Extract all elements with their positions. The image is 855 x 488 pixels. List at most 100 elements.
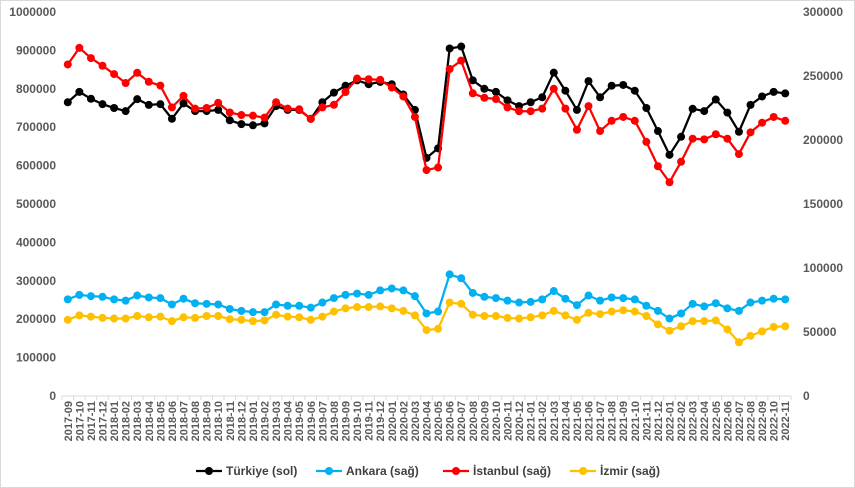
data-point-i-stanbul-sağ (711, 130, 720, 139)
x-tick-label: 2020-03 (410, 401, 422, 441)
data-point-i-stanbul-sağ (202, 104, 211, 112)
data-point-i-zmir-sağ (491, 312, 500, 320)
x-tick-label: 2017-12 (98, 401, 110, 441)
data-point-i-stanbul-sağ (306, 114, 315, 123)
data-point-i-zmir-sağ (410, 311, 419, 320)
x-tick-label: 2019-02 (260, 401, 272, 441)
x-tick-label: 2020-08 (468, 401, 480, 441)
legend-label: Türkiye (sol) (226, 464, 297, 478)
data-point-i-stanbul-sağ (515, 107, 524, 116)
data-point-türkiye-sol (503, 96, 512, 105)
data-point-türkiye-sol (584, 77, 593, 86)
data-point-i-zmir-sağ (202, 312, 211, 320)
data-point-i-zmir-sağ (214, 312, 223, 320)
data-point-i-stanbul-sağ (758, 118, 767, 127)
data-point-i-zmir-sağ (445, 298, 454, 307)
data-point-türkiye-sol (144, 100, 153, 109)
data-point-ankara-sağ (653, 306, 662, 315)
y-left-tick-label: 700000 (16, 120, 56, 134)
data-point-ankara-sağ (734, 306, 743, 315)
data-point-i-zmir-sağ (318, 312, 327, 321)
legend-marker (579, 467, 587, 475)
data-point-i-zmir-sağ (86, 312, 95, 321)
x-tick-label: 2018-11 (225, 401, 237, 441)
data-point-i-stanbul-sağ (110, 70, 119, 79)
data-point-türkiye-sol (561, 86, 570, 95)
data-point-i-stanbul-sağ (653, 162, 662, 171)
data-point-ankara-sağ (364, 290, 373, 299)
x-tick-label: 2021-05 (572, 401, 584, 441)
data-point-i-zmir-sağ (422, 326, 431, 335)
data-point-ankara-sağ (596, 296, 605, 305)
data-point-türkiye-sol (121, 107, 130, 116)
data-point-ankara-sağ (515, 298, 524, 307)
data-point-i-zmir-sağ (457, 299, 466, 308)
data-point-i-zmir-sağ (607, 307, 616, 316)
x-tick-label: 2020-10 (491, 401, 503, 441)
data-point-türkiye-sol (711, 95, 720, 104)
data-point-i-stanbul-sağ (700, 135, 709, 144)
legend-label: Ankara (sağ) (346, 464, 419, 478)
data-point-i-zmir-sağ (260, 316, 269, 325)
x-tick-label: 2020-12 (514, 401, 526, 441)
data-point-i-stanbul-sağ (376, 75, 385, 84)
x-tick-label: 2019-10 (352, 401, 364, 441)
data-point-türkiye-sol (596, 93, 605, 102)
x-tick-label: 2020-06 (445, 401, 457, 441)
y-left-tick-label: 300000 (16, 274, 56, 288)
data-point-i-stanbul-sağ (457, 56, 466, 65)
data-point-ankara-sağ (549, 287, 558, 296)
data-point-ankara-sağ (86, 292, 95, 301)
data-point-i-stanbul-sağ (399, 92, 408, 101)
data-point-i-zmir-sağ (353, 303, 362, 312)
data-point-türkiye-sol (665, 150, 674, 159)
data-point-i-zmir-sağ (596, 310, 605, 319)
data-point-i-stanbul-sağ (561, 104, 570, 113)
data-point-türkiye-sol (248, 121, 257, 130)
data-point-i-zmir-sağ (133, 312, 142, 320)
x-tick-label: 2021-06 (584, 401, 596, 441)
data-point-i-zmir-sağ (549, 306, 558, 315)
data-point-ankara-sağ (98, 292, 107, 301)
data-point-i-stanbul-sağ (596, 127, 605, 136)
data-point-i-stanbul-sağ (480, 93, 489, 102)
data-point-ankara-sağ (422, 309, 431, 318)
data-point-türkiye-sol (642, 104, 651, 112)
y-left-tick-label: 900000 (16, 43, 56, 57)
data-point-ankara-sağ (387, 284, 396, 293)
data-point-i-zmir-sağ (526, 313, 535, 322)
data-point-türkiye-sol (619, 80, 628, 89)
data-point-türkiye-sol (538, 93, 547, 102)
x-tick-label: 2020-11 (503, 401, 515, 441)
x-tick-label: 2018-09 (202, 401, 214, 441)
x-tick-label: 2018-04 (144, 400, 156, 441)
data-point-i-stanbul-sağ (781, 116, 790, 125)
data-point-i-zmir-sağ (283, 312, 292, 321)
data-point-ankara-sağ (156, 294, 165, 303)
x-tick-label: 2022-05 (711, 401, 723, 441)
data-point-ankara-sağ (248, 308, 257, 317)
data-point-ankara-sağ (700, 302, 709, 311)
y-right-tick-label: 250000 (803, 69, 843, 83)
data-point-ankara-sağ (410, 292, 419, 301)
data-point-i-stanbul-sağ (549, 84, 558, 93)
y-right-tick-label: 50000 (803, 325, 837, 339)
x-tick-label: 2022-01 (665, 401, 677, 441)
data-point-i-zmir-sağ (295, 313, 304, 322)
data-point-ankara-sağ (746, 298, 755, 307)
data-point-ankara-sağ (353, 289, 362, 298)
data-point-i-stanbul-sağ (607, 116, 616, 125)
data-point-i-stanbul-sağ (538, 104, 547, 113)
data-point-i-zmir-sağ (434, 324, 443, 333)
x-tick-label: 2019-07 (317, 401, 329, 441)
data-point-türkiye-sol (468, 76, 477, 85)
data-point-türkiye-sol (179, 99, 188, 108)
data-point-türkiye-sol (133, 95, 142, 104)
x-tick-label: 2022-11 (780, 401, 792, 441)
data-point-i-zmir-sağ (619, 306, 628, 315)
x-tick-label: 2020-02 (398, 401, 410, 441)
data-point-türkiye-sol (341, 81, 350, 90)
data-point-i-zmir-sağ (167, 317, 176, 326)
data-point-ankara-sağ (191, 299, 200, 308)
data-point-i-zmir-sağ (538, 311, 547, 320)
